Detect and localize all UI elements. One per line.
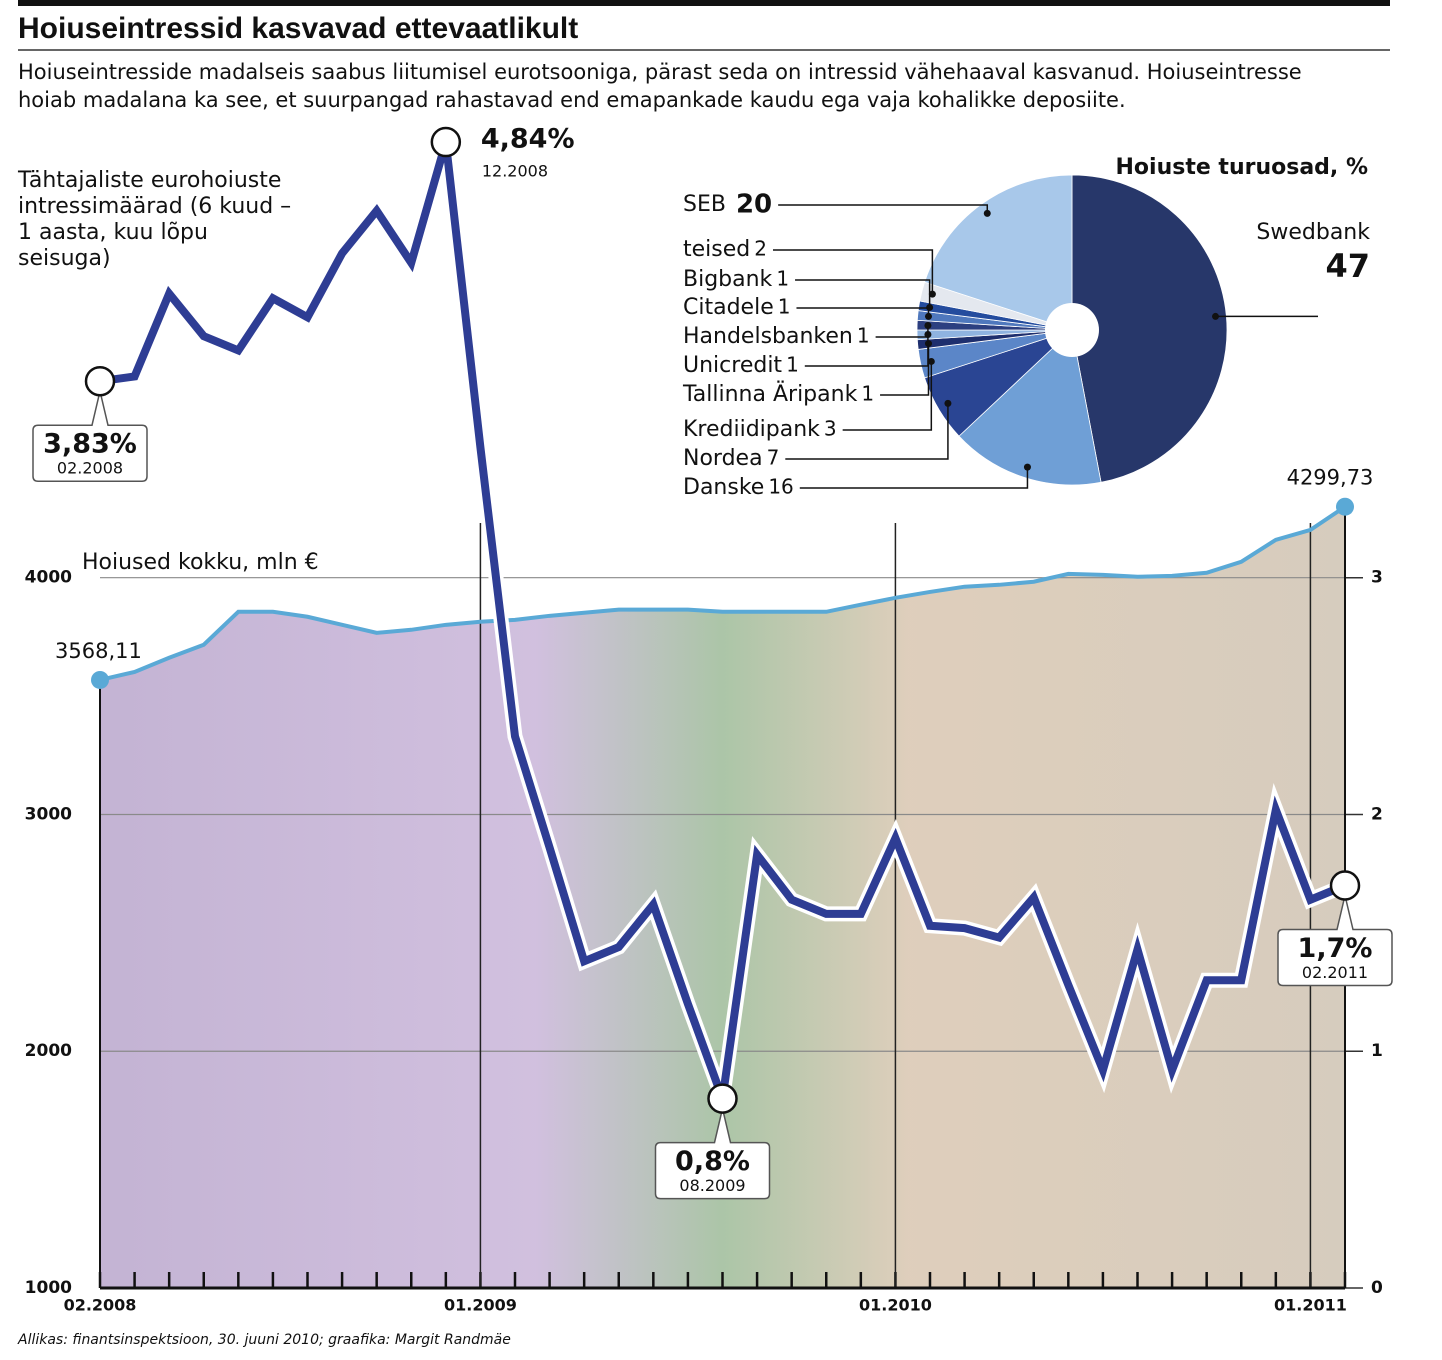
leader-dot [924, 312, 932, 320]
pie-label: Swedbank [1256, 220, 1370, 245]
pie-value: 1 [861, 382, 874, 406]
leader-line [842, 361, 933, 431]
pie-label: Danske [683, 475, 764, 500]
rate-point [84, 365, 116, 397]
pie-label: Tallinna Äripank [682, 381, 858, 407]
pie-value: 47 [1325, 247, 1370, 285]
source: Allikas: finantsinspektsioon, 30. juuni … [18, 1332, 511, 1348]
rate-date-label: 02.2011 [1302, 963, 1368, 982]
pie-label: teised [683, 237, 750, 262]
x-tick-label: 01.2010 [859, 1296, 932, 1315]
leader-dot [1023, 463, 1031, 471]
pie-title: Hoiuste turuosad, % [1116, 155, 1368, 180]
deposit-value-label: 4299,73 [1287, 466, 1374, 490]
deposit-area [100, 506, 1345, 1289]
pie-label: Unicredit [683, 353, 782, 378]
pie-label: Handelsbanken [683, 324, 853, 349]
pie-label: Bigbank [683, 267, 773, 292]
pie-label: Krediidipank [683, 417, 820, 442]
leader-line [799, 467, 1029, 489]
deposit-value-label: 3568,11 [55, 639, 142, 663]
leader-dot [983, 209, 991, 217]
rate-value-label: 4,84% [481, 124, 575, 155]
x-tick-label: 01.2011 [1274, 1296, 1347, 1315]
pie-value: 20 [736, 190, 772, 220]
pie-value: 1 [786, 353, 799, 377]
leader-dot [944, 399, 952, 407]
leader-line [796, 307, 930, 317]
deposit-endpoint [91, 670, 109, 689]
pie-value: 3 [824, 417, 837, 441]
y-tick-label: 4000 [25, 568, 72, 588]
pie-value: 2 [754, 237, 767, 261]
y2-tick-label: 1 [1371, 1041, 1383, 1061]
series-line [99, 505, 1347, 682]
callout-box [654, 1108, 771, 1200]
rate-value-label: 0,8% [675, 1146, 750, 1177]
pie-value: 1 [776, 267, 789, 291]
leader-dot [924, 321, 932, 329]
rate-value-label: 3,83% [43, 429, 137, 460]
leader-dot [1212, 312, 1220, 320]
rate-date-label: 12.2008 [482, 162, 548, 181]
subtitle: Hoiuseintresside madalseis saabus liitum… [18, 60, 1302, 112]
y-tick-label: 1000 [25, 1278, 72, 1298]
leader-line [795, 279, 931, 308]
leader-line [772, 249, 934, 295]
callout-box [1277, 895, 1393, 987]
pie-slice [1071, 174, 1228, 483]
page-title: Hoiuseintressid kasvavad ettevaatlikult [18, 12, 578, 45]
pie-label: Citadele [683, 295, 774, 320]
deposit-endpoint [1336, 497, 1354, 516]
pie-hole [1045, 303, 1099, 357]
pie-value: 1 [857, 324, 870, 348]
leader-line [804, 334, 929, 367]
y2-tick-label: 3 [1371, 568, 1383, 588]
callout-box [32, 391, 148, 482]
pie-value: 1 [778, 295, 791, 319]
leader-dot [927, 357, 935, 365]
rate-point [430, 126, 462, 158]
y2-tick-label: 0 [1371, 1278, 1383, 1298]
pie-value: 7 [767, 446, 780, 470]
y-tick-label: 3000 [25, 804, 72, 824]
rate-date-label: 02.2008 [57, 459, 123, 478]
leader-line [785, 403, 949, 460]
pie-value: 16 [768, 475, 793, 499]
y2-tick-label: 2 [1371, 804, 1383, 824]
rate-date-label: 08.2009 [679, 1176, 745, 1195]
rate-series-label: Tähtajaliste eurohoiuste intressimäärad … [18, 168, 292, 271]
leader-line [778, 204, 989, 214]
top-bar [18, 0, 1390, 6]
rate-value-label: 1,7% [1298, 933, 1373, 964]
x-tick-label: 01.2009 [444, 1296, 517, 1315]
leader-dot [928, 290, 936, 298]
rate-point [707, 1083, 738, 1114]
pie-slice [958, 329, 1102, 486]
y-tick-label: 2000 [25, 1041, 72, 1061]
deposit-series-label: Hoiused kokku, mln € [82, 550, 319, 575]
pie-label: SEB [683, 192, 726, 217]
leader-line [875, 325, 929, 338]
rate-point [1329, 870, 1361, 901]
x-tick-label: 02.2008 [64, 1296, 137, 1315]
pie-label: Nordea [683, 446, 763, 471]
leader-dot [926, 303, 934, 311]
